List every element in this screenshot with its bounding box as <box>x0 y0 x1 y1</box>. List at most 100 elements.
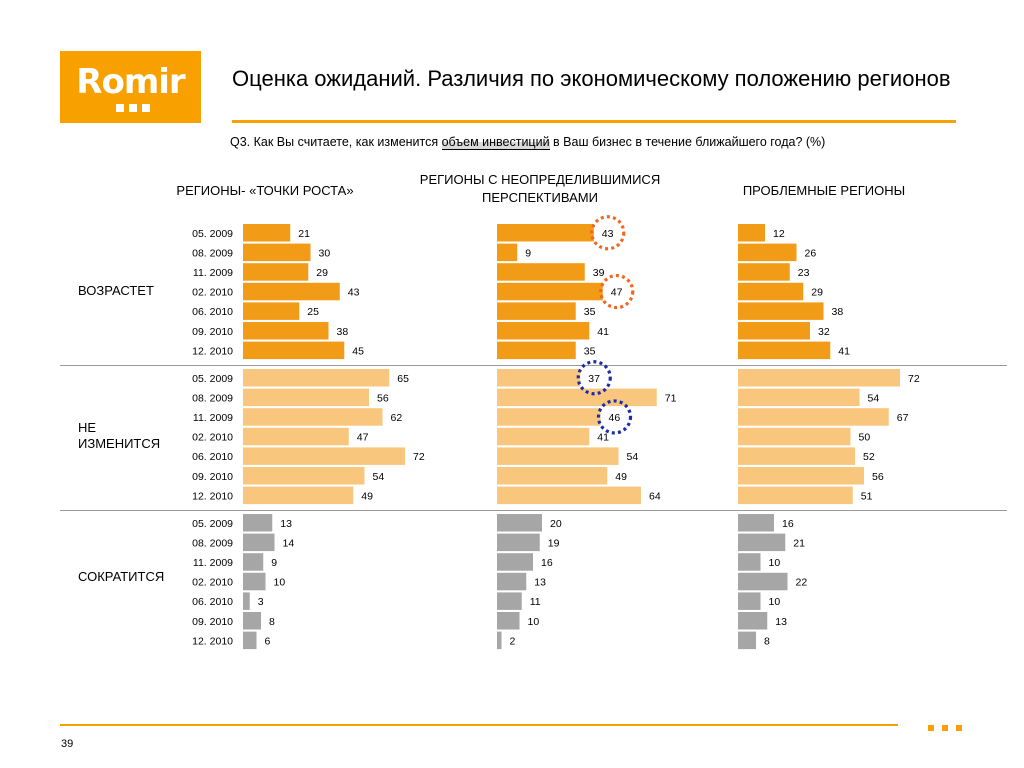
value-label: 38 <box>832 306 844 318</box>
value-label: 29 <box>316 267 328 279</box>
value-label: 54 <box>627 451 639 463</box>
bar <box>243 302 300 320</box>
category-label: 09. 2010 <box>192 471 233 483</box>
value-label: 29 <box>811 287 823 299</box>
bar <box>497 263 585 281</box>
question-highlight: объем инвестиций <box>441 135 550 150</box>
value-label: 51 <box>861 490 873 502</box>
bar <box>497 486 641 505</box>
question-prefix: Q3. Как Вы считаете, как изменится <box>230 135 442 149</box>
value-label: 41 <box>597 432 609 444</box>
bar <box>497 408 601 426</box>
bar <box>738 467 864 485</box>
bar <box>738 533 786 552</box>
bar <box>738 572 788 591</box>
bar <box>243 553 264 571</box>
category-label: 11. 2009 <box>193 412 233 424</box>
value-label: 47 <box>611 287 623 299</box>
bar <box>243 486 354 505</box>
bar <box>738 408 889 426</box>
category-label: 05. 2009 <box>192 228 233 240</box>
question-suffix: в Ваш бизнес в течение ближайшего года? … <box>549 135 826 149</box>
slide-title: Оценка ожиданий. Различия по экономическ… <box>232 66 951 91</box>
bar <box>738 447 855 465</box>
bar <box>738 263 790 281</box>
category-label: 06. 2010 <box>192 451 233 463</box>
category-label: 02. 2010 <box>192 432 233 444</box>
value-label: 30 <box>319 247 331 259</box>
value-label: 8 <box>764 635 770 647</box>
value-label: 52 <box>863 451 875 463</box>
bar <box>738 302 824 320</box>
value-label: 23 <box>798 267 810 279</box>
category-label: 11. 2009 <box>193 267 233 279</box>
value-label: 49 <box>361 490 373 502</box>
bar <box>497 302 576 320</box>
value-label: 64 <box>649 490 661 502</box>
category-label: 12. 2010 <box>192 490 233 502</box>
bar <box>243 467 365 485</box>
bar <box>243 408 383 426</box>
value-label: 8 <box>269 616 275 628</box>
value-label: 16 <box>541 557 553 569</box>
group-label-increase: ВОЗРАСТЕТ <box>78 283 154 298</box>
value-label: 43 <box>348 287 360 299</box>
bar <box>243 631 257 650</box>
value-label: 54 <box>868 392 880 404</box>
bar <box>497 572 527 591</box>
category-label: 12. 2010 <box>192 635 233 647</box>
value-label: 22 <box>796 577 808 589</box>
bar <box>243 224 291 242</box>
value-label: 35 <box>584 345 596 357</box>
value-label: 67 <box>897 412 909 424</box>
category-label: 09. 2010 <box>192 616 233 628</box>
value-label: 13 <box>280 518 292 530</box>
category-label: 11. 2009 <box>193 557 233 569</box>
bar <box>497 388 657 407</box>
bar <box>738 322 810 340</box>
bar <box>243 388 369 407</box>
value-label: 54 <box>373 471 385 483</box>
bar <box>738 243 797 262</box>
title-underline <box>232 120 956 123</box>
group-separator <box>60 365 1007 366</box>
value-label: 9 <box>271 557 277 569</box>
bar <box>243 369 390 387</box>
bar <box>738 427 851 446</box>
category-label: 08. 2009 <box>192 537 233 549</box>
value-label: 13 <box>775 616 787 628</box>
category-label: 08. 2009 <box>192 247 233 259</box>
bar <box>738 388 860 407</box>
bar <box>738 553 761 571</box>
page-number: 39 <box>61 738 74 750</box>
category-label: 12. 2010 <box>192 345 233 357</box>
bar <box>738 341 831 360</box>
bar <box>497 631 502 650</box>
value-label: 10 <box>528 616 540 628</box>
category-label: 06. 2010 <box>192 306 233 318</box>
value-label: 19 <box>548 537 560 549</box>
column-header-uncertain: РЕГИОНЫ С НЕОПРЕДЕЛИВШИМИСЯ ПЕРСПЕКТИВАМ… <box>419 172 661 205</box>
bar <box>243 533 275 552</box>
bar <box>497 341 576 360</box>
value-label: 25 <box>307 306 319 318</box>
bar <box>243 572 266 591</box>
bar <box>243 612 261 630</box>
value-label: 47 <box>357 432 369 444</box>
footer-dots-icon <box>928 725 968 731</box>
bar <box>738 369 900 387</box>
bar <box>497 427 590 446</box>
bar <box>497 282 603 301</box>
value-label: 12 <box>773 228 785 240</box>
value-label: 46 <box>609 412 621 424</box>
bar <box>497 592 522 610</box>
bar <box>243 282 340 301</box>
bar <box>243 592 250 610</box>
value-label: 56 <box>872 471 884 483</box>
value-label: 43 <box>602 228 614 240</box>
value-label: 39 <box>593 267 605 279</box>
value-label: 10 <box>769 557 781 569</box>
highlight-circle <box>596 399 633 435</box>
value-label: 32 <box>818 326 830 338</box>
